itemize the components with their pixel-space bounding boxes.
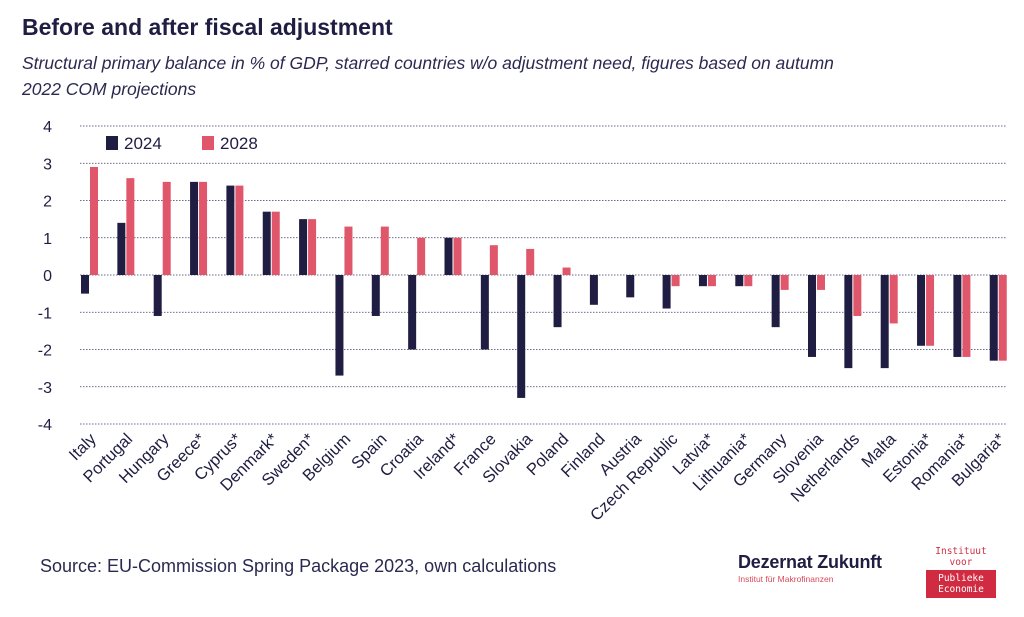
bar-2028 — [744, 275, 753, 287]
bar-2028 — [853, 275, 862, 316]
source-note: Source: EU-Commission Spring Package 202… — [40, 556, 557, 576]
bar-2028 — [962, 275, 971, 357]
bar-2024 — [808, 275, 816, 357]
logo-word-zukunft: Zukunft — [817, 552, 882, 572]
y-tick-label: -2 — [38, 343, 52, 360]
y-tick-label: -3 — [38, 380, 52, 397]
bar-2024 — [917, 275, 926, 346]
y-tick-label: 2 — [43, 194, 52, 211]
ipe-line-3: Publieke — [938, 573, 984, 584]
bar-2028 — [671, 275, 680, 287]
legend-swatch-2028 — [202, 136, 214, 150]
ipe-logo: Instituut voor Publieke Economie — [926, 546, 996, 598]
y-tick-label: -1 — [38, 305, 52, 322]
y-tick-label: -4 — [38, 417, 52, 434]
bar-2028 — [344, 226, 353, 275]
chart-subtitle: Structural primary balance in % of GDP, … — [22, 53, 834, 99]
bar-2028 — [817, 275, 825, 290]
bar-2028 — [90, 166, 98, 275]
bar-2024 — [844, 275, 853, 369]
bar-2028 — [199, 181, 208, 275]
chart-title: Before and after fiscal adjustment — [22, 14, 393, 40]
bar-2024 — [81, 275, 89, 294]
bar-2028 — [271, 211, 280, 275]
y-tick-label: 4 — [43, 119, 52, 136]
bar-2024 — [626, 275, 635, 298]
bar-2028 — [308, 219, 317, 275]
bar-2024 — [190, 181, 199, 275]
bar-2024 — [771, 275, 780, 328]
bar-2024 — [698, 275, 707, 287]
ipe-line-1: Instituut — [935, 546, 987, 557]
bar-2024 — [517, 275, 526, 398]
bar-2024 — [226, 185, 235, 275]
bar-2024 — [408, 275, 417, 350]
legend-label-2024: 2024 — [124, 134, 162, 153]
bar-2024 — [371, 275, 380, 316]
bar-2024 — [989, 275, 998, 361]
bar-2028 — [489, 245, 498, 275]
ipe-box: Publieke Economie — [926, 570, 996, 598]
bar-2024 — [480, 275, 489, 350]
bar-2024 — [880, 275, 889, 369]
bar-2024 — [262, 211, 271, 275]
bar-2028 — [162, 181, 171, 275]
ipe-line-2: voor — [949, 557, 973, 568]
bar-2028 — [526, 248, 535, 275]
dezernat-zukunft-logo: Dezernat Zukunft Institut für Makrofinan… — [738, 552, 882, 584]
bar-2024 — [335, 275, 344, 376]
ipe-line-4: Economie — [938, 584, 984, 595]
bar-2028 — [780, 275, 789, 290]
y-tick-label: 0 — [43, 268, 52, 285]
bar-chart: 43210-1-2-3-4ItalyPortugalHungaryGreece*… — [38, 119, 1009, 525]
bar-2028 — [707, 275, 716, 287]
bar-2028 — [235, 185, 244, 275]
bar-2028 — [889, 275, 898, 324]
bar-2024 — [444, 237, 453, 275]
bar-2028 — [417, 237, 426, 275]
bar-2024 — [953, 275, 962, 357]
bar-2028 — [926, 275, 935, 346]
bar-2028 — [562, 267, 571, 275]
bar-2024 — [153, 275, 162, 316]
bar-2024 — [662, 275, 671, 309]
bar-2024 — [735, 275, 744, 287]
logo-subtitle: Institut für Makrofinanzen — [738, 574, 834, 584]
bar-2024 — [299, 219, 308, 275]
bar-2024 — [553, 275, 562, 328]
bar-2028 — [998, 275, 1007, 361]
y-tick-label: 1 — [43, 231, 52, 248]
bar-2028 — [126, 178, 135, 275]
bar-2024 — [117, 222, 126, 275]
logo-word-dezernat: Dezernat — [738, 552, 813, 572]
legend-swatch-2024 — [106, 136, 118, 150]
bar-2024 — [589, 275, 598, 305]
y-tick-label: 3 — [43, 156, 52, 173]
legend-label-2028: 2028 — [220, 134, 258, 153]
bar-2028 — [380, 226, 389, 275]
bar-2028 — [453, 237, 462, 275]
